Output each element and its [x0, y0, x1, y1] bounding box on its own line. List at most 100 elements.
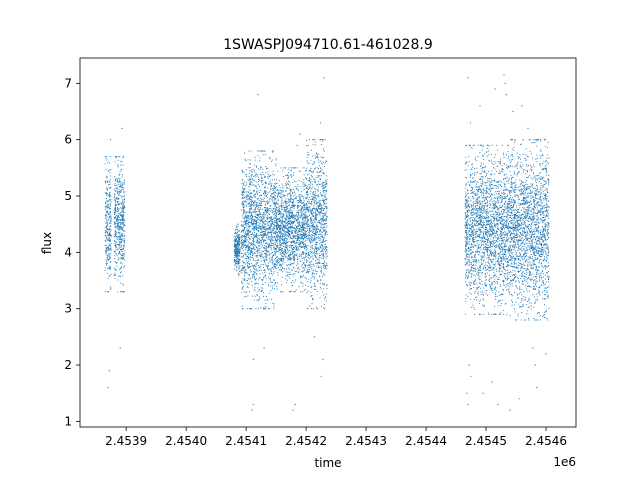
- data-point: [109, 243, 111, 245]
- data-point: [282, 215, 284, 217]
- data-point: [314, 179, 316, 181]
- data-point: [264, 220, 267, 222]
- data-point: [322, 220, 324, 222]
- data-point: [313, 285, 316, 287]
- data-point: [285, 256, 287, 258]
- data-point: [285, 202, 287, 204]
- data-point: [122, 233, 124, 235]
- data-point: [108, 238, 111, 240]
- data-point: [258, 219, 260, 221]
- data-point: [108, 184, 110, 186]
- data-point: [311, 265, 313, 268]
- data-point: [311, 181, 313, 183]
- data-point: [253, 169, 255, 171]
- data-point: [310, 221, 313, 223]
- data-point: [282, 189, 284, 192]
- data-point: [322, 139, 324, 141]
- data-point: [259, 277, 261, 279]
- data-point: [241, 265, 243, 267]
- data-point: [249, 256, 251, 258]
- data-point: [311, 241, 313, 243]
- data-point: [305, 272, 308, 274]
- data-point: [115, 232, 117, 234]
- data-point: [319, 254, 321, 257]
- data-point: [235, 259, 237, 261]
- data-point: [258, 217, 260, 219]
- data-point: [261, 269, 263, 271]
- data-point: [285, 234, 287, 236]
- data-point: [249, 170, 251, 172]
- data-point: [252, 276, 254, 278]
- data-point: [258, 210, 260, 212]
- data-point: [309, 256, 311, 258]
- data-point: [302, 251, 304, 253]
- data-point: [324, 265, 327, 267]
- data-point: [253, 179, 255, 181]
- data-point: [318, 222, 320, 224]
- data-point: [318, 243, 320, 245]
- data-point: [253, 242, 255, 244]
- data-point: [312, 255, 314, 257]
- data-point: [303, 237, 305, 240]
- data-point: [120, 219, 122, 222]
- data-point: [290, 191, 292, 193]
- data-point: [122, 157, 124, 159]
- data-point: [105, 215, 107, 217]
- data-point: [245, 214, 247, 216]
- data-point: [310, 287, 312, 289]
- data-point: [314, 240, 316, 242]
- data-point: [234, 261, 236, 263]
- data-point: [252, 205, 254, 207]
- data-point: [243, 268, 245, 270]
- data-point: [274, 250, 276, 252]
- data-point: [319, 212, 321, 215]
- data-point: [301, 211, 303, 213]
- data-point: [269, 182, 271, 184]
- data-point: [255, 204, 257, 206]
- data-point: [303, 167, 305, 169]
- data-point: [122, 215, 125, 217]
- data-point: [312, 248, 314, 250]
- data-point: [251, 204, 253, 206]
- data-point: [315, 224, 317, 226]
- data-point: [274, 209, 276, 211]
- data-point: [306, 280, 308, 282]
- data-point: [251, 232, 254, 234]
- data-point: [307, 264, 309, 266]
- data-point: [303, 174, 305, 176]
- data-point: [315, 250, 318, 252]
- data-point: [238, 257, 240, 259]
- data-point: [271, 258, 273, 260]
- data-point: [114, 210, 116, 212]
- data-point: [281, 235, 283, 238]
- data-point: [268, 308, 270, 310]
- data-point: [117, 244, 119, 246]
- data-point: [311, 286, 313, 288]
- data-point: [311, 225, 313, 227]
- data-point: [274, 208, 276, 210]
- data-point: [270, 249, 272, 251]
- data-point: [123, 284, 125, 286]
- data-point: [243, 197, 245, 199]
- data-point: [261, 255, 263, 257]
- data-point: [274, 281, 276, 284]
- data-point: [325, 300, 327, 302]
- data-point: [245, 253, 247, 255]
- data-point: [324, 308, 326, 310]
- data-point: [317, 228, 319, 230]
- data-point: [237, 228, 239, 230]
- data-point: [298, 271, 300, 273]
- data-point: [309, 265, 311, 268]
- data-point: [267, 298, 269, 301]
- data-point: [274, 263, 276, 266]
- data-point: [270, 259, 273, 261]
- data-points-layer: [104, 74, 550, 411]
- data-point: [299, 216, 301, 218]
- data-point: [106, 205, 108, 208]
- data-point: [309, 281, 311, 283]
- data-point: [305, 265, 307, 267]
- data-point: [118, 181, 120, 183]
- data-point: [256, 227, 258, 229]
- data-point: [110, 225, 112, 228]
- data-point: [325, 239, 327, 242]
